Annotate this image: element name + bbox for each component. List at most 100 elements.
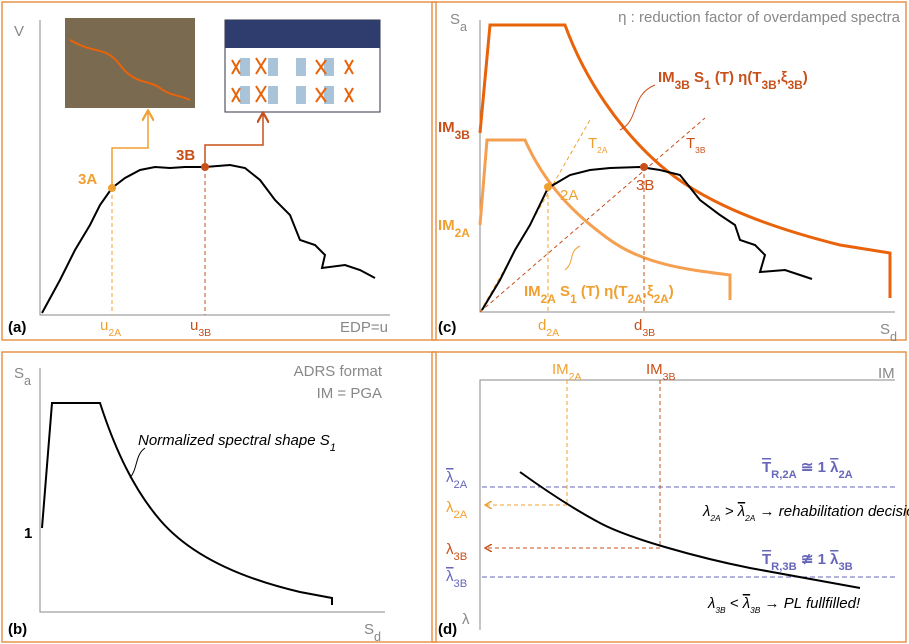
- panel-tag: (b): [8, 621, 27, 638]
- panel-a: [40, 18, 390, 315]
- label-part: d: [374, 630, 381, 644]
- label-part: λ: [702, 503, 710, 520]
- period-label: T2A: [588, 135, 608, 155]
- label-part: 3B: [695, 145, 706, 155]
- label-part: IM: [658, 69, 675, 86]
- point-label: 3B: [636, 177, 654, 194]
- label-part: 2A: [597, 145, 608, 155]
- label-part: → PL fullfilled!: [760, 595, 861, 612]
- label-part: S: [364, 621, 374, 638]
- label-part: 2A: [654, 292, 670, 306]
- label-part: ): [669, 283, 674, 300]
- label-part: λ: [737, 503, 745, 520]
- label-part: >: [721, 503, 738, 520]
- label-part: 2A: [744, 513, 756, 523]
- x-axis-label: Sd: [364, 621, 381, 644]
- label-part: 2A: [709, 513, 721, 523]
- label-part: 2A: [454, 479, 468, 491]
- label-part: a: [460, 20, 467, 34]
- x-axis-label: IM: [878, 365, 895, 382]
- y-axis-label: Sa: [14, 365, 31, 388]
- spectrum-label: IM2A S1 (T) η(T2A,ξ2A): [524, 283, 674, 306]
- label-part: 3B: [454, 551, 468, 563]
- label-part: <: [726, 595, 743, 612]
- label-part: S: [880, 321, 890, 338]
- point-3b: [201, 163, 209, 171]
- spectrum-3b: [480, 25, 890, 298]
- y-axis-label: Sa: [450, 11, 467, 34]
- label-part: 2A: [455, 226, 471, 240]
- curve-label: Normalized spectral shape S1: [138, 432, 336, 454]
- decision-label: λ3B < λ3B → PL fullfilled!: [707, 595, 861, 615]
- label-part: (T) η(T: [711, 69, 762, 86]
- label-part: 3B: [454, 578, 468, 590]
- label-part: → rehabilitation decision!: [755, 503, 909, 520]
- label-part: 3B: [762, 78, 778, 92]
- label-part: d: [538, 317, 546, 334]
- spectrum-label: IM3B S1 (T) η(T3B,ξ3B): [658, 69, 808, 92]
- label-part: λ: [742, 595, 750, 612]
- roof: [225, 20, 380, 48]
- label-part: 3B: [750, 605, 761, 615]
- y-tick-label: λ3B: [446, 541, 467, 563]
- label-part: IM: [438, 119, 455, 136]
- point-label: 3B: [176, 147, 195, 164]
- label-part: T: [686, 135, 695, 152]
- point-label: 2A: [560, 187, 578, 204]
- label-part: 3B: [455, 128, 471, 142]
- point-label: 3A: [78, 171, 97, 188]
- panel-b: [40, 368, 385, 612]
- y-axis-label: λ: [462, 611, 470, 628]
- spectrum-2a: [480, 140, 730, 300]
- label-part: ≇ 1: [797, 551, 830, 568]
- label-part: IM: [552, 361, 569, 378]
- label-part: 2A: [628, 292, 644, 306]
- period-label: T3B: [686, 135, 706, 155]
- label-part: IM: [438, 217, 455, 234]
- figure: (a)VEDP=u3A3Bu2Au3B(b)SaSdADRS formatIM …: [0, 0, 909, 644]
- label-part: 3B: [176, 147, 195, 164]
- label-part: 3B: [715, 605, 726, 615]
- label-part: R,3B: [771, 561, 797, 573]
- arrow-3b: [205, 114, 263, 167]
- label-part: S: [14, 365, 24, 382]
- label-part: 3B: [636, 177, 654, 194]
- label-part: 3B: [788, 78, 804, 92]
- label-part: T: [762, 551, 771, 568]
- return-period-label: TR,3B ≇ 1 λ3B: [762, 551, 853, 573]
- label-part: ,ξ: [777, 69, 788, 86]
- x-tick-label: d3B: [634, 317, 655, 339]
- pointer-2a: [565, 246, 580, 270]
- hazard-curve: [520, 472, 860, 588]
- label-part: S: [690, 69, 704, 86]
- return-period-label: TR,2A ≅ 1 λ2A: [762, 459, 853, 481]
- label-part: a: [24, 374, 31, 388]
- label-part: ): [803, 69, 808, 86]
- label-part: λ: [707, 595, 715, 612]
- y-axis-label: V: [14, 23, 24, 40]
- label-part: 3B: [663, 371, 676, 383]
- label-part: T: [762, 459, 771, 476]
- x-tick-label: d2A: [538, 317, 559, 339]
- label-part: 3B: [675, 78, 691, 92]
- label-part: S: [450, 11, 460, 28]
- label-part: 2A: [838, 469, 852, 481]
- y-tick-label: λ2A: [446, 499, 468, 521]
- point-3b: [640, 163, 648, 171]
- label-part: u: [190, 317, 198, 334]
- label-part: d: [634, 317, 642, 334]
- x-tick-label: u2A: [100, 317, 121, 339]
- panel-tag: (c): [438, 319, 456, 336]
- y-tick-label: 1: [24, 525, 32, 542]
- label-part: 3B: [838, 561, 852, 573]
- label-part: 2A: [454, 509, 468, 521]
- arrow-3a: [112, 112, 148, 188]
- note: IM = PGA: [317, 385, 382, 402]
- y-tick-label: λ2A: [446, 469, 468, 491]
- label-part: T: [588, 135, 597, 152]
- label-part: IM: [646, 361, 663, 378]
- label-part: 2A: [546, 327, 559, 339]
- label-part: 2A: [569, 371, 582, 383]
- decision-label: λ2A > λ2A → rehabilitation decision!: [702, 503, 909, 523]
- im-label: IM2A: [438, 217, 470, 240]
